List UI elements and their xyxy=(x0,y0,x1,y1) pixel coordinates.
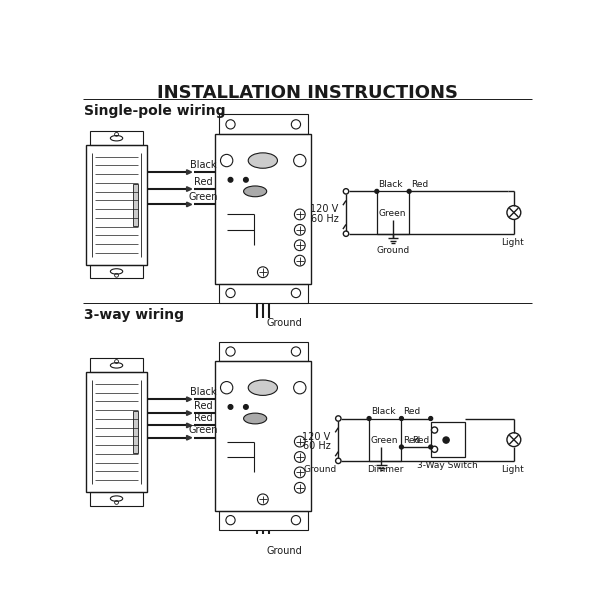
Bar xyxy=(215,134,311,284)
Text: Red: Red xyxy=(403,436,420,445)
Text: Light: Light xyxy=(501,464,524,474)
Ellipse shape xyxy=(244,413,266,424)
Text: Red: Red xyxy=(194,401,213,411)
Bar xyxy=(89,265,143,278)
Text: 3-way wiring: 3-way wiring xyxy=(84,308,184,322)
Bar xyxy=(133,184,138,226)
Bar xyxy=(219,284,308,303)
Bar xyxy=(219,511,308,530)
Text: Black: Black xyxy=(190,160,217,170)
Text: 3-Way Switch: 3-Way Switch xyxy=(417,461,478,470)
Circle shape xyxy=(400,416,403,421)
Ellipse shape xyxy=(110,496,122,501)
Polygon shape xyxy=(187,411,191,415)
Text: 120 V: 120 V xyxy=(310,205,338,214)
Text: Red: Red xyxy=(412,436,429,445)
Circle shape xyxy=(343,188,349,194)
Text: Green: Green xyxy=(189,192,218,202)
Circle shape xyxy=(429,445,433,449)
Text: Black: Black xyxy=(190,387,217,397)
Circle shape xyxy=(407,190,411,193)
Text: Ground: Ground xyxy=(266,319,302,328)
Text: Red: Red xyxy=(410,180,428,189)
Circle shape xyxy=(244,404,248,409)
Circle shape xyxy=(431,427,437,433)
Text: Ground: Ground xyxy=(376,246,410,255)
Ellipse shape xyxy=(110,362,122,368)
Polygon shape xyxy=(187,170,191,175)
Bar xyxy=(86,372,148,491)
Circle shape xyxy=(375,190,379,193)
Text: 60 Hz: 60 Hz xyxy=(311,214,338,224)
Bar xyxy=(219,341,308,361)
Text: Single-pole wiring: Single-pole wiring xyxy=(84,104,226,118)
Bar xyxy=(89,131,143,145)
Text: Light: Light xyxy=(501,238,524,247)
Ellipse shape xyxy=(248,153,277,168)
Text: 120 V: 120 V xyxy=(302,431,331,442)
Text: Ground: Ground xyxy=(304,464,337,474)
Text: Red: Red xyxy=(194,413,213,423)
Circle shape xyxy=(335,416,341,421)
Text: 60 Hz: 60 Hz xyxy=(303,441,331,451)
Polygon shape xyxy=(187,187,191,191)
Bar xyxy=(89,358,143,372)
Bar xyxy=(219,115,308,134)
Bar xyxy=(89,491,143,506)
Bar xyxy=(377,191,409,233)
Bar xyxy=(431,422,466,457)
Circle shape xyxy=(228,404,233,409)
Text: Black: Black xyxy=(371,407,395,416)
Bar xyxy=(86,145,148,265)
Text: Red: Red xyxy=(194,177,213,187)
Polygon shape xyxy=(187,423,191,428)
Circle shape xyxy=(400,445,403,449)
Bar xyxy=(369,419,401,461)
Bar xyxy=(215,361,311,511)
Ellipse shape xyxy=(110,269,122,274)
Ellipse shape xyxy=(248,380,277,395)
Circle shape xyxy=(228,178,233,182)
Ellipse shape xyxy=(110,136,122,141)
Circle shape xyxy=(429,416,433,421)
Text: Green: Green xyxy=(189,425,218,436)
Ellipse shape xyxy=(244,186,266,197)
Circle shape xyxy=(367,416,371,421)
Text: Black: Black xyxy=(379,180,403,189)
Text: Red: Red xyxy=(403,407,420,416)
Polygon shape xyxy=(187,202,191,207)
Text: Ground: Ground xyxy=(266,545,302,556)
Text: Green: Green xyxy=(379,209,406,218)
Text: Green: Green xyxy=(371,436,398,445)
Circle shape xyxy=(244,178,248,182)
Bar xyxy=(133,411,138,453)
Circle shape xyxy=(443,437,449,443)
Polygon shape xyxy=(187,436,191,440)
Text: Dimmer: Dimmer xyxy=(367,464,403,474)
Circle shape xyxy=(431,446,437,452)
Circle shape xyxy=(335,458,341,464)
Text: INSTALLATION INSTRUCTIONS: INSTALLATION INSTRUCTIONS xyxy=(157,83,458,101)
Circle shape xyxy=(343,231,349,236)
Polygon shape xyxy=(187,397,191,401)
